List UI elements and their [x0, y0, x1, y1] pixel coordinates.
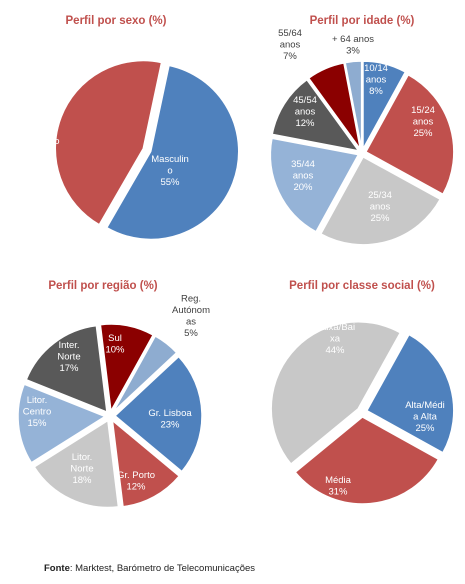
pie-chart-classe-social: Perfil por classe social (%) Alta/Médi a A… [270, 280, 455, 505]
label-inter-norte: Inter. Norte 17% [57, 340, 80, 374]
pie-chart-sexo: Perfil por sexo (%) Masculin o 55% Feminino 4… [20, 15, 240, 241]
slice-litor-norte [33, 419, 120, 509]
pie-chart-idade: Perfil por idade (%) 10/14 anos 8% 15/24 anos… [269, 15, 455, 246]
chart-title: Perfil por idade (%) [310, 15, 415, 27]
slice-55-64-anos [307, 62, 362, 150]
label-35-44-anos: 35/44 anos 20% [291, 159, 315, 193]
slice-sul [99, 323, 155, 414]
label-25-34-anos: 25/34 anos 25% [368, 190, 392, 224]
slice-reg-autonom-as [112, 334, 178, 413]
slice-35-44-anos [269, 137, 360, 233]
label-gr-lisboa: Gr. Lisboa 23% [148, 408, 192, 431]
label-litor-norte: Litor. Norte 18% [70, 452, 93, 486]
slice-alta-medi-a-alta [365, 333, 455, 454]
source-text: : Marktest, Barómetro de Telecomunicaçõe… [69, 563, 256, 574]
label-media: Média 31% [325, 475, 352, 498]
slice-10-14-anos [362, 60, 407, 150]
charts-canvas: Perfil por sexo (%) Masculin o 55% Feminino 4… [17, 15, 455, 509]
label-alta-medi-a-alta: Alta/Médi a Alta 25% [405, 400, 445, 434]
slice-feminino [54, 59, 163, 226]
slice-litor-centro [17, 383, 107, 464]
slice-45-54-anos [271, 78, 361, 152]
slice-15-24-anos [364, 73, 455, 196]
chart-title: Perfil por região (%) [48, 280, 157, 292]
slice-media-baixa-bai-xa [270, 321, 402, 466]
label-sul: Sul 10% [105, 333, 125, 356]
source-note: Fonte: Marktest, Barómetro de Telecomuni… [44, 563, 255, 574]
label-45-54-anos: 45/54 anos 12% [293, 95, 317, 129]
chart-title: Perfil por classe social (%) [289, 280, 435, 292]
label-55-64-anos: 55/64 anos 7% [278, 28, 302, 62]
slice-64-anos [344, 60, 363, 150]
label-masculin-o: Masculin o 55% [151, 154, 189, 188]
label-64-anos: + 64 anos 3% [332, 34, 374, 57]
label-15-24-anos: 15/24 anos 25% [411, 105, 435, 139]
slice-gr-lisboa [113, 355, 203, 473]
label-reg-autonom-as: Reg. Autónom as 5% [172, 293, 210, 339]
slice-masculin-o [105, 64, 240, 241]
label-gr-porto: Gr. Porto 12% [117, 470, 155, 493]
label-media-baixa-bai-xa: Média Baixa/Bai xa 44% [315, 310, 355, 356]
slice-gr-porto [111, 418, 181, 508]
pie-chart-regiao: Perfil por região (%) Reg. Autónom as 5% Gr. … [17, 280, 210, 509]
label-litor-centro: Litor. Centro 15% [23, 395, 52, 429]
chart-title: Perfil por sexo (%) [66, 15, 167, 27]
label-feminino: Feminino 45% [20, 136, 59, 159]
source-prefix: Fonte [44, 563, 70, 574]
slice-25-34-anos [319, 155, 442, 246]
slice-inter-norte [25, 324, 108, 414]
slice-media [294, 416, 440, 505]
label-10-14-anos: 10/14 anos 8% [364, 63, 388, 97]
